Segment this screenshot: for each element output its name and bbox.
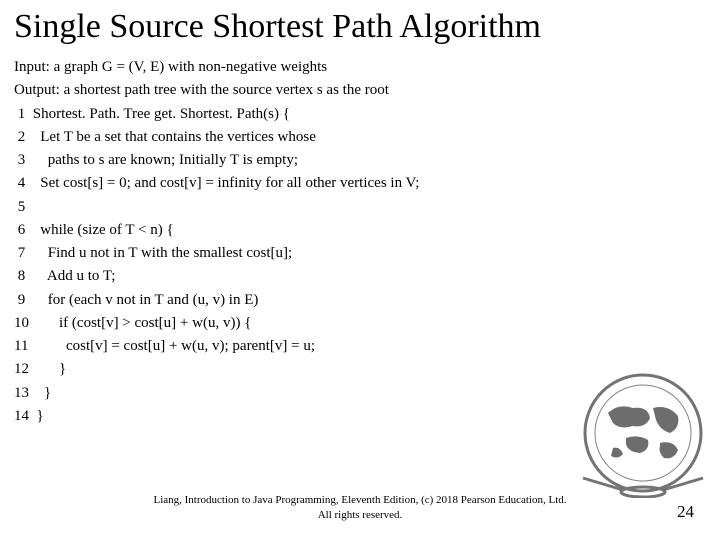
code-line: 10 if (cost[v] > cost[u] + w(u, v)) { [14, 312, 706, 335]
code-line: 1 Shortest. Path. Tree get. Shortest. Pa… [14, 103, 706, 126]
footer-line2: All rights reserved. [0, 508, 720, 522]
code-line: 3 paths to s are known; Initially T is e… [14, 149, 706, 172]
page-number: 24 [677, 502, 694, 522]
code-line: 7 Find u not in T with the smallest cost… [14, 242, 706, 265]
input-line: Input: a graph G = (V, E) with non-negat… [14, 56, 706, 79]
footer-line1: Liang, Introduction to Java Programming,… [0, 493, 720, 507]
code-line: 2 Let T be a set that contains the verti… [14, 126, 706, 149]
footer: Liang, Introduction to Java Programming,… [0, 493, 720, 522]
code-line: 8 Add u to T; [14, 265, 706, 288]
globe-icon [578, 368, 708, 498]
code-line: 11 cost[v] = cost[u] + w(u, v); parent[v… [14, 335, 706, 358]
code-line: 6 while (size of T < n) { [14, 219, 706, 242]
output-line: Output: a shortest path tree with the so… [14, 79, 706, 102]
code-line: 4 Set cost[s] = 0; and cost[v] = infinit… [14, 172, 706, 195]
code-line: 9 for (each v not in T and (u, v) in E) [14, 289, 706, 312]
slide-title: Single Source Shortest Path Algorithm [14, 8, 706, 46]
slide: Single Source Shortest Path Algorithm In… [0, 0, 720, 540]
code-line: 5 [14, 196, 706, 219]
